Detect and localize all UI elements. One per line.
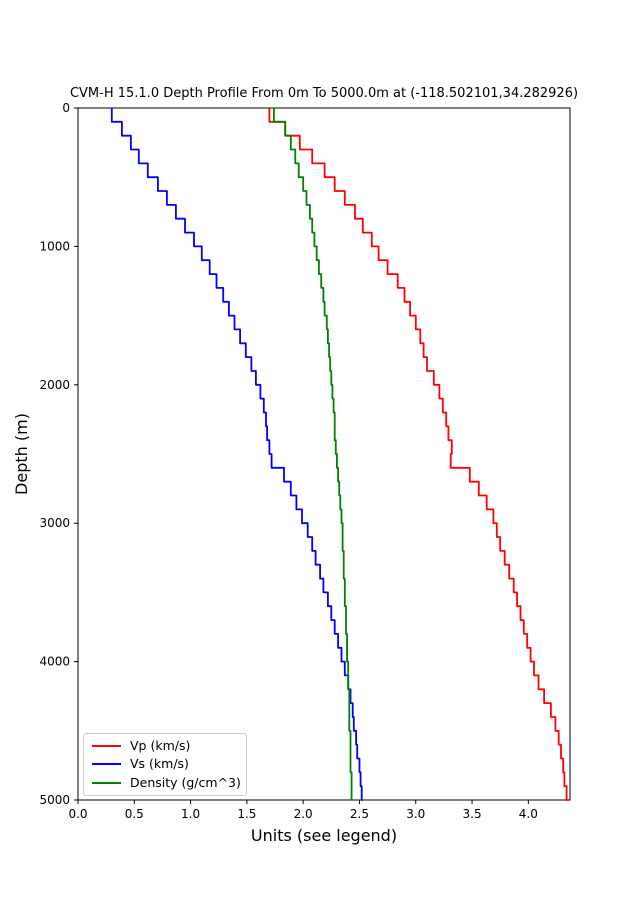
density-line-sample [92,781,121,784]
legend-item-density: Density (g/cm^3) [92,774,241,790]
legend-item-vs: Vs (km/s) [92,758,238,771]
x-tick-label: 2.0 [294,807,313,821]
profile-line-vs [110,108,363,801]
y-tick-label: 2000 [39,378,70,392]
profile-line-density [273,108,353,800]
y-tick-label: 1000 [39,239,70,253]
y-tick-label: 3000 [39,516,70,530]
legend-label-density: Density (g/cm^3) [130,774,241,790]
y-tick-label: 5000 [39,793,70,807]
vs-line-sample [92,763,121,766]
chart-title: CVM-H 15.1.0 Depth Profile From 0m To 50… [70,86,578,101]
x-tick-label: 0.5 [125,807,144,821]
x-axis-label: Units (see legend) [251,826,397,845]
x-tick-label: 3.5 [463,807,482,821]
plot-area: 0.0 0.5 1.0 1.5 2.0 2.5 3.0 3.5 4.0 0 1000 2000 3000… [39,101,571,821]
x-tick-label: 2.5 [350,807,369,821]
x-tick-label: 1.5 [237,807,256,821]
y-tick-label: 0 [62,101,70,115]
vp-line-sample [92,745,121,748]
axes-frame [77,107,571,801]
x-tick-label: 3.0 [406,807,425,821]
profile-line-vp [268,108,569,801]
legend: Vp (km/s) Vs (km/s) Density (g/cm^3) [83,733,247,796]
legend-label-vp: Vp (km/s) [130,737,191,753]
x-tick-label: 1.0 [181,807,200,821]
legend-item-vp: Vp (km/s) [92,737,238,753]
x-tick-label: 0.0 [68,807,87,821]
y-tick-label: 4000 [39,655,70,669]
legend-label-vs: Vs (km/s) [130,756,189,772]
y-axis-label: Depth (m) [12,413,31,495]
x-tick-label: 4.0 [519,807,538,821]
